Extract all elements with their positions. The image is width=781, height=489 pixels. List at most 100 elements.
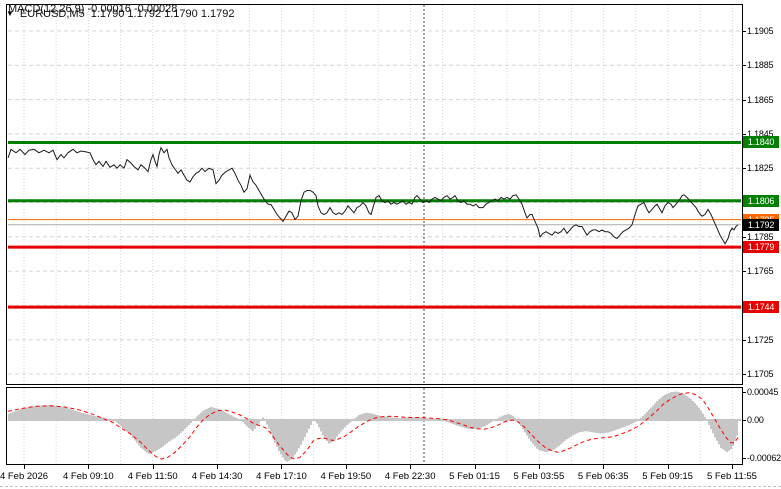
macd-histogram-bar (26, 407, 28, 420)
macd-histogram-bar (318, 420, 320, 428)
time-axis-label[interactable]: 4 Feb 17:10 (256, 471, 307, 482)
macd-histogram-bar (274, 420, 276, 443)
macd-histogram-bar (182, 420, 184, 432)
macd-axis-tick (742, 392, 746, 394)
macd-histogram-bar (46, 405, 48, 420)
macd-histogram-bar (604, 420, 606, 433)
macd-histogram-bar (148, 420, 150, 455)
macd-histogram-bar (676, 391, 678, 420)
window-bottom-edge (0, 486, 781, 487)
price-axis-tick (742, 133, 746, 135)
macd-histogram-bar (628, 420, 630, 426)
macd-canvas[interactable] (7, 388, 742, 464)
macd-histogram-bar (608, 420, 610, 433)
macd-histogram-bar (410, 417, 412, 420)
macd-histogram-bar (564, 420, 566, 441)
macd-histogram-bar (696, 405, 698, 420)
macd-histogram-bar (602, 420, 604, 434)
price-chart-panel[interactable] (6, 4, 743, 385)
macd-histogram-bar (38, 405, 40, 420)
macd-label: MACD(12,26,9) (8, 3, 85, 15)
macd-histogram-bar (224, 412, 226, 420)
macd-histogram-bar (116, 420, 118, 423)
macd-histogram-bar (130, 420, 132, 436)
time-axis-label[interactable]: 4 Feb 09:10 (63, 471, 114, 482)
macd-histogram-bar (278, 420, 280, 451)
macd-histogram-bar (296, 420, 298, 452)
macd-indicator-panel[interactable] (6, 387, 743, 465)
macd-header: MACD(12,26,9) -0.00016 -0.00028 (8, 3, 177, 15)
time-axis-label[interactable]: 4 Feb 19:50 (320, 471, 372, 482)
time-axis-label[interactable]: 4 Feb 22:30 (384, 471, 436, 482)
macd-histogram-bar (386, 417, 388, 420)
macd-histogram-bar (476, 420, 478, 429)
macd-histogram-bar (298, 420, 300, 449)
macd-histogram-bar (384, 416, 386, 420)
macd-histogram-bar (520, 420, 522, 427)
symbol-collapse-icon[interactable]: ▼ (6, 9, 14, 18)
macd-histogram-bar (454, 420, 456, 425)
macd-histogram-bar (372, 413, 374, 420)
price-chart-canvas[interactable] (7, 5, 742, 384)
macd-histogram-bar (702, 413, 704, 420)
macd-histogram-bar (204, 409, 206, 420)
macd-histogram-bar (300, 420, 302, 445)
macd-histogram-bar (230, 415, 232, 420)
macd-histogram-bar (48, 405, 50, 420)
macd-histogram-bar (292, 420, 294, 458)
macd-histogram-bar (32, 406, 34, 420)
macd-histogram-bar (8, 413, 10, 420)
macd-histogram-bar (624, 420, 626, 427)
macd-histogram-bar (600, 420, 602, 434)
macd-histogram-bar (92, 415, 94, 420)
macd-histogram-bar (686, 396, 688, 420)
macd-histogram-bar (728, 420, 730, 451)
price-axis-label: 1.1865 (747, 94, 774, 105)
time-axis-label[interactable]: 5 Feb 09:15 (642, 471, 693, 482)
macd-histogram-bar (324, 420, 326, 439)
macd-histogram-bar (664, 394, 666, 420)
time-axis-label[interactable]: 5 Feb 06:35 (577, 471, 629, 482)
macd-histogram-bar (124, 420, 126, 430)
macd-histogram-bar (234, 417, 236, 420)
time-axis-label[interactable]: 4 Feb 2026 (0, 471, 49, 482)
macd-histogram-bar (10, 413, 12, 420)
macd-histogram-bar (606, 420, 608, 433)
macd-histogram-bar (470, 420, 472, 430)
macd-histogram-bar (128, 420, 130, 434)
macd-histogram-bar (316, 420, 318, 424)
macd-histogram-bar (344, 420, 346, 428)
macd-histogram-bar (284, 420, 286, 461)
macd-axis-tick (742, 458, 746, 460)
macd-histogram-bar (358, 415, 360, 420)
time-axis-tick (152, 465, 154, 469)
macd-histogram-bar (250, 420, 252, 430)
macd-histogram-bar (416, 417, 418, 420)
macd-histogram-bar (268, 420, 270, 429)
macd-zero-band (8, 419, 741, 421)
macd-histogram-bar (342, 420, 344, 430)
macd-histogram-bar (732, 420, 734, 446)
macd-histogram-bar (642, 416, 644, 420)
time-axis-label[interactable]: 4 Feb 11:50 (127, 471, 178, 482)
macd-histogram-bar (548, 420, 550, 452)
macd-histogram-bar (222, 411, 224, 420)
time-axis-label[interactable]: 5 Feb 11:55 (706, 471, 757, 482)
macd-histogram-bar (414, 417, 416, 420)
macd-histogram-bar (736, 420, 738, 436)
macd-histogram-bar (28, 407, 30, 420)
macd-histogram-bar (364, 412, 366, 420)
macd-histogram-bar (680, 392, 682, 420)
macd-histogram-bar (252, 420, 254, 432)
macd-histogram-bar (582, 420, 584, 432)
macd-histogram-bar (74, 410, 76, 420)
macd-histogram-bar (198, 414, 200, 420)
macd-histogram-bar (570, 420, 572, 437)
macd-histogram-bar (158, 420, 160, 450)
time-axis-label[interactable]: 4 Feb 14:30 (191, 471, 243, 482)
macd-histogram-bar (644, 414, 646, 420)
macd-histogram-bar (118, 420, 120, 425)
time-axis-label[interactable]: 5 Feb 01:15 (449, 471, 500, 482)
time-axis-label[interactable]: 5 Feb 03:55 (513, 471, 565, 482)
macd-histogram-bar (330, 420, 332, 443)
